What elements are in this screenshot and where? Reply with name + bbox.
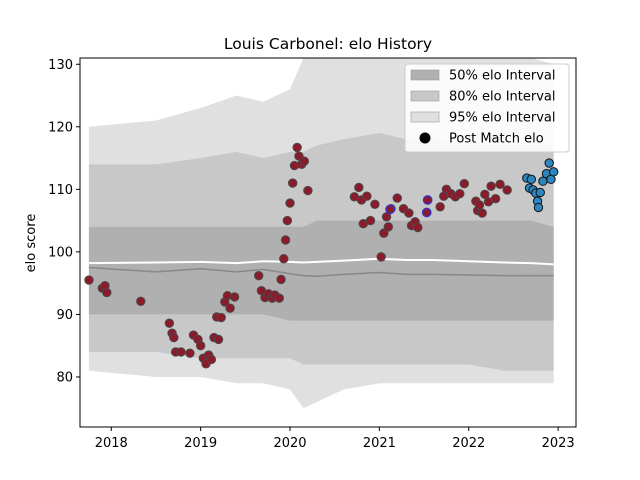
post-match-point: [185, 348, 195, 358]
post-match-point: [486, 181, 496, 191]
post-match-point: [216, 312, 226, 323]
post-match-point: [285, 198, 295, 208]
post-match-point: [276, 274, 286, 285]
x-tick-label: 2022: [452, 436, 485, 451]
x-tick-label: 2019: [184, 436, 217, 451]
post-match-point: [354, 182, 364, 193]
x-tick-label: 2018: [95, 436, 128, 451]
post-match-points: [84, 142, 559, 369]
y-tick-label: 120: [48, 120, 73, 135]
x-tick-label: 2021: [363, 436, 396, 451]
post-match-point: [495, 179, 505, 190]
x-tick-label: 2023: [542, 436, 575, 451]
post-match-point: [526, 174, 537, 185]
post-match-point: [282, 215, 293, 226]
post-match-point: [490, 194, 501, 204]
post-match-point: [385, 204, 395, 215]
post-match-point: [279, 254, 289, 264]
post-match-point: [365, 215, 376, 226]
legend-label: Post Match elo: [449, 132, 544, 147]
band-50: [88, 220, 554, 321]
post-match-point: [213, 334, 224, 345]
chart-title: Louis Carbonel: elo History: [224, 35, 432, 53]
post-match-point: [176, 347, 186, 357]
y-tick-label: 80: [56, 370, 73, 385]
post-match-point: [206, 354, 217, 365]
legend-label: 50% elo Interval: [449, 69, 556, 84]
post-match-point: [274, 293, 284, 303]
legend-swatch: [410, 111, 440, 123]
median-line: [88, 257, 554, 266]
post-match-point: [383, 222, 394, 232]
post-match-point: [225, 303, 235, 313]
post-match-point: [379, 228, 389, 238]
post-match-point: [292, 142, 302, 153]
plot-frame: [79, 57, 577, 428]
post-match-point: [84, 275, 94, 285]
legend-box: [404, 63, 570, 153]
post-match-point: [376, 252, 386, 262]
post-match-point: [254, 270, 264, 281]
post-match-point: [535, 187, 545, 198]
post-match-point: [287, 178, 298, 188]
post-match-point: [299, 156, 310, 166]
post-match-point: [502, 185, 512, 195]
x-tick-label: 2020: [273, 436, 306, 451]
legend-label: 80% elo Interval: [449, 90, 556, 105]
post-match-point: [474, 200, 485, 210]
post-match-point: [477, 208, 487, 218]
post-match-point: [370, 199, 380, 210]
post-match-point: [303, 185, 313, 196]
post-match-point: [480, 189, 490, 200]
post-match-point: [413, 222, 423, 233]
post-match-point: [392, 193, 402, 203]
post-match-point: [422, 195, 433, 205]
post-match-point: [362, 191, 372, 201]
trend-lines: [88, 257, 554, 278]
y-tick-label: 100: [48, 245, 73, 260]
post-match-point: [229, 292, 240, 302]
post-match-point: [533, 202, 544, 213]
x-axis: 2018 2019 2020 2021 2022 2023: [95, 427, 575, 451]
legend: 50% elo Interval 80% elo Interval 95% elo …: [404, 63, 570, 153]
y-axis: 80 90 100 110 120 130: [48, 58, 80, 385]
mean-line: [88, 266, 554, 278]
post-match-point: [404, 208, 414, 218]
post-match-point: [548, 167, 559, 177]
post-match-point: [280, 235, 291, 245]
legend-swatch: [410, 69, 440, 81]
y-tick-label: 130: [48, 58, 73, 73]
legend-marker: [419, 132, 431, 144]
y-tick-label: 90: [56, 308, 73, 323]
post-match-point: [195, 340, 206, 351]
post-match-point: [455, 189, 465, 199]
y-tick-label: 110: [48, 183, 73, 198]
post-match-point: [544, 158, 554, 168]
post-match-point: [164, 318, 175, 328]
post-match-point: [421, 207, 432, 218]
post-match-point: [459, 179, 469, 189]
post-match-point: [102, 287, 112, 298]
y-axis-label: elo score: [24, 214, 39, 273]
post-match-point: [381, 212, 392, 222]
post-match-point: [169, 332, 179, 343]
legend-swatch: [410, 90, 440, 102]
post-match-point: [435, 202, 445, 212]
legend-label: 95% elo Interval: [449, 111, 556, 126]
post-match-point: [136, 296, 146, 306]
